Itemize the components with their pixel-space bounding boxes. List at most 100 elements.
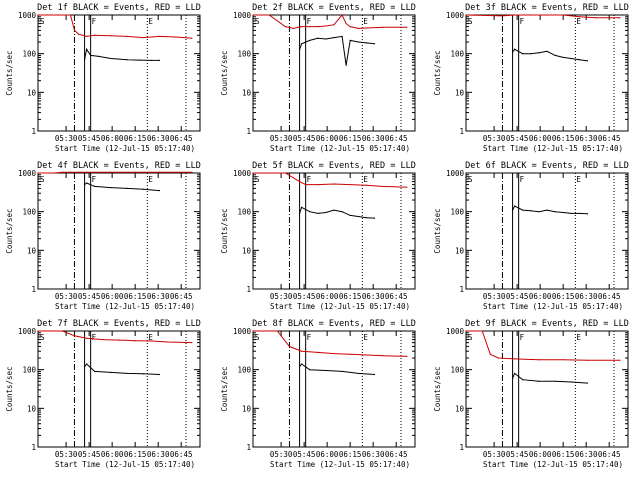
x-tick-label: 06:30 (362, 134, 385, 143)
x-tick-label: 06:30 (147, 292, 170, 301)
lld-series-line-point (382, 355, 384, 357)
events-series-line-point (142, 188, 144, 190)
lld-series-line-point (252, 14, 254, 16)
x-tick-label: 05:30 (55, 292, 78, 301)
events-series-line-point (511, 377, 514, 379)
lld-series-line-point (134, 171, 136, 173)
lld-series-line-point (497, 357, 499, 359)
lld-series-line-point (86, 35, 88, 37)
x-tick-label: 06:15 (339, 134, 362, 143)
lld-series-line (253, 172, 407, 188)
events-series-line-point (530, 53, 532, 55)
events-series-line-point (325, 38, 327, 40)
flare-marker-label: F (92, 175, 97, 184)
y-tick-label: 1000 (446, 169, 465, 178)
x-tick-label: 05:30 (483, 292, 506, 301)
panel-title: Det 1f BLACK = Events, RED = LLD (37, 3, 201, 13)
y-tick-label: 1 (31, 443, 36, 452)
lld-series-line-point (619, 17, 621, 19)
lld-series-line-point (110, 171, 112, 173)
start-marker-label: S (40, 333, 45, 342)
x-axis-label: Start Time (12-Jul-15 05:17:40) (270, 460, 410, 469)
y-axis-label: Counts/sec (220, 50, 229, 95)
events-series-line-point (538, 380, 540, 382)
events-series-line-point (578, 212, 581, 215)
y-tick-label: 10 (455, 88, 465, 97)
y-tick-label: 1000 (18, 11, 37, 20)
y-axis-label: Counts/sec (5, 208, 14, 253)
lld-series-line (38, 330, 192, 344)
events-series-line-point (546, 209, 548, 211)
lld-series-line-point (489, 353, 491, 355)
events-series-line-point (86, 182, 88, 184)
lld-series-line-point (325, 25, 327, 27)
y-axis-label: Counts/sec (220, 208, 229, 253)
events-series-line-point (158, 59, 161, 61)
events-series-line-point (586, 213, 589, 215)
lld-series-line-point (175, 36, 177, 38)
events-series-line-point (341, 211, 343, 213)
plot-frame (37, 172, 201, 290)
x-tick-label: 06:30 (147, 450, 170, 459)
start-marker-label: S (255, 17, 260, 26)
end-marker-label: E (148, 17, 153, 26)
events-series-line-point (325, 369, 327, 372)
events-series-line-point (373, 373, 376, 376)
events-series-line-point (514, 205, 516, 207)
lld-series-line-point (365, 184, 367, 186)
x-tick-label: 05:45 (293, 450, 316, 459)
x-tick-label: 05:30 (270, 450, 293, 459)
x-tick-label: 06:45 (598, 292, 621, 301)
lld-series-line-point (382, 26, 384, 28)
flare-marker-label: F (307, 175, 312, 184)
lld-series-line-point (586, 359, 589, 361)
x-tick-label: 06:00 (101, 292, 124, 301)
events-series-line-point (90, 54, 92, 57)
lld-series-line-point (333, 24, 335, 26)
events-series-line-point (83, 366, 86, 368)
x-tick-label: 05:45 (506, 450, 529, 459)
x-axis-label: Start Time (12-Jul-15 05:17:40) (483, 460, 623, 469)
x-tick-label: 06:15 (124, 450, 147, 459)
start-marker-label: S (468, 17, 473, 26)
lld-series-line (466, 330, 620, 361)
events-series-line-point (158, 190, 161, 192)
x-axis-label: Start Time (12-Jul-15 05:17:40) (483, 302, 623, 311)
events-series-line-point (554, 211, 556, 213)
events-series-line-point (373, 217, 376, 219)
events-series-line (299, 363, 375, 375)
end-marker-label: E (148, 333, 153, 342)
events-series-line-point (158, 373, 161, 376)
panel-title: Det 8f BLACK = Events, RED = LLD (252, 319, 416, 329)
y-tick-label: 1000 (18, 169, 37, 178)
events-series-line-point (365, 42, 367, 44)
lld-series-line-point (406, 355, 408, 358)
lld-series-line-point (276, 330, 278, 332)
events-series-line-point (301, 206, 303, 208)
events-series-line-point (562, 56, 564, 59)
x-axis-label: Start Time (12-Jul-15 05:17:40) (55, 302, 195, 311)
lld-series-line-point (562, 14, 564, 16)
x-tick-label: 05:45 (293, 292, 316, 301)
lld-series-line-point (292, 27, 295, 30)
lld-series-line-point (86, 337, 88, 339)
events-series-line-point (530, 210, 532, 212)
y-tick-label: 1 (459, 285, 464, 294)
y-axis-label: Counts/sec (433, 208, 442, 253)
events-series-line-point (345, 64, 347, 66)
y-tick-label: 10 (27, 88, 37, 97)
y-tick-label: 10 (27, 404, 37, 413)
x-axis-label: Start Time (12-Jul-15 05:17:40) (483, 144, 623, 153)
events-series-line-point (554, 54, 556, 57)
lld-series-line-point (349, 184, 351, 186)
events-series-line-point (110, 371, 112, 373)
x-tick-label: 05:45 (506, 292, 529, 301)
x-axis-label: Start Time (12-Jul-15 05:17:40) (270, 302, 410, 311)
start-marker-label: S (468, 333, 473, 342)
y-tick-label: 10 (242, 404, 252, 413)
lld-series-line-point (365, 354, 367, 356)
x-tick-label: 06:15 (552, 292, 575, 301)
lld-series-line-point (69, 171, 71, 173)
events-series-line-point (301, 43, 303, 45)
plot-frame (252, 330, 416, 448)
